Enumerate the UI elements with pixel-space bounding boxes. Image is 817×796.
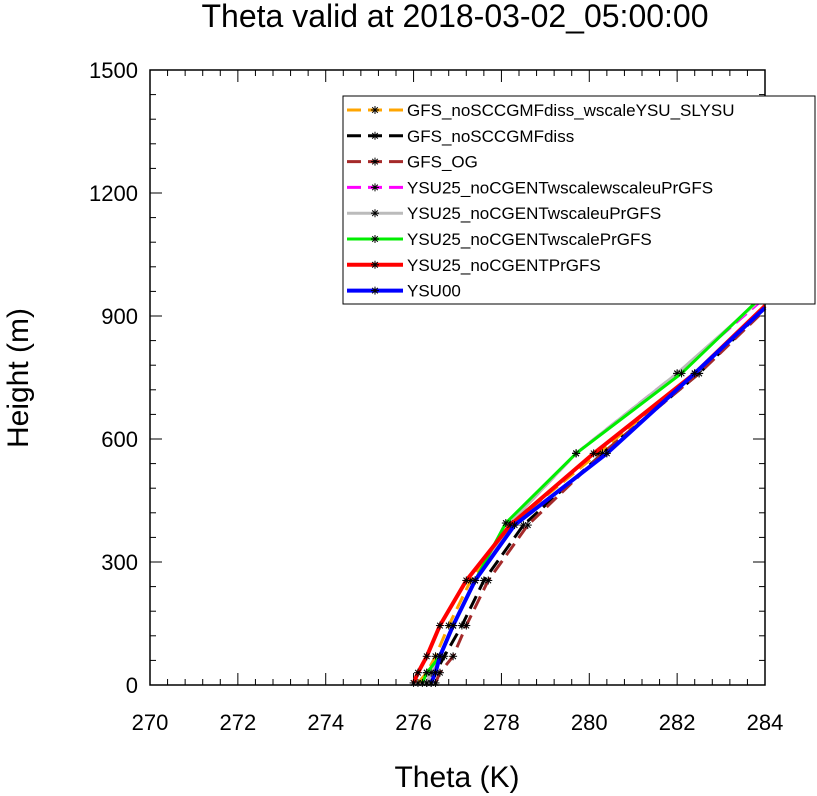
data-point <box>371 286 379 295</box>
legend-label: YSU25_noCGENTwscalePrGFS <box>407 230 652 249</box>
data-point <box>589 449 598 458</box>
legend-item: GFS_noSCCGMFdiss <box>347 127 574 146</box>
x-tick-label: 278 <box>483 710 520 735</box>
legend-item: YSU25_noCGENTPrGFS <box>347 256 601 275</box>
data-point <box>523 521 532 530</box>
data-point <box>422 668 431 677</box>
legend-item: YSU25_noCGENTwscaleuPrGFS <box>347 204 661 223</box>
legend-label: YSU25_noCGENTwscalewscaleuPrGFS <box>407 178 713 197</box>
data-point <box>422 652 431 661</box>
x-axis-label: Theta (K) <box>394 761 519 794</box>
data-point <box>462 621 471 630</box>
data-point <box>602 449 611 458</box>
data-point <box>371 235 379 243</box>
legend: GFS_noSCCGMFdiss_wscaleYSU_SLYSU GFS_noSC… <box>342 95 816 305</box>
data-point <box>371 131 379 140</box>
y-tick-label: 300 <box>101 550 138 575</box>
legend-item: GFS_noSCCGMFdiss_wscaleYSU_SLYSU <box>347 101 735 120</box>
legend-item: YSU00 <box>347 282 461 301</box>
data-point <box>431 668 440 677</box>
x-tick-label: 274 <box>307 710 344 735</box>
x-tick-label: 284 <box>747 710 784 735</box>
series-YSU25_noCGENTwscalePrGFS <box>418 292 767 687</box>
legend-label: YSU25_noCGENTPrGFS <box>407 256 601 275</box>
series-line <box>429 306 767 684</box>
x-tick-label: 272 <box>219 710 256 735</box>
series-line <box>416 304 767 684</box>
data-point <box>690 369 699 378</box>
plot-series <box>409 292 767 687</box>
data-point <box>371 106 379 114</box>
x-tick-label: 270 <box>132 710 169 735</box>
legend-items: GFS_noSCCGMFdiss_wscaleYSU_SLYSU GFS_noSC… <box>347 101 735 301</box>
x-tick-label: 282 <box>659 710 696 735</box>
data-point <box>371 157 379 166</box>
legend-item: GFS_OG <box>347 153 478 172</box>
plot-frame <box>149 69 766 686</box>
data-point <box>471 576 480 585</box>
data-point <box>413 668 422 677</box>
legend-label: GFS_noSCCGMFdiss <box>407 127 574 146</box>
legend-label: GFS_OG <box>407 153 478 172</box>
series-GFS_noSCCGMFdiss_wscaleYSU_SLYSU <box>413 304 767 687</box>
data-point <box>435 621 444 630</box>
legend-label: GFS_noSCCGMFdiss_wscaleYSU_SLYSU <box>407 101 735 120</box>
legend-box <box>342 95 816 305</box>
x-tick-label: 276 <box>395 710 432 735</box>
series-line <box>434 308 767 684</box>
data-point <box>449 652 458 661</box>
data-point <box>677 369 686 378</box>
data-point <box>435 652 444 661</box>
y-tick-label: 1200 <box>89 181 138 206</box>
y-tick-label: 600 <box>101 427 138 452</box>
y-tick-label: 900 <box>101 304 138 329</box>
data-point <box>572 449 581 458</box>
data-point <box>371 260 379 269</box>
y-tick-label: 1500 <box>89 58 138 83</box>
legend-label: YSU25_noCGENTwscaleuPrGFS <box>407 204 661 223</box>
legend-label: YSU00 <box>407 282 461 301</box>
series-GFS_OG <box>431 308 767 687</box>
data-point <box>371 183 379 192</box>
y-tick-label: 0 <box>126 673 138 698</box>
chart-title: Theta valid at 2018-03-02_05:00:00 <box>201 0 708 34</box>
data-point <box>449 621 458 630</box>
series-GFS_noSCCGMFdiss <box>427 306 767 687</box>
data-point <box>484 576 493 585</box>
series-YSU00 <box>427 306 767 687</box>
data-point <box>371 209 379 218</box>
data-point <box>462 576 471 585</box>
x-tick-label: 280 <box>571 710 608 735</box>
series-line <box>421 292 767 684</box>
y-axis-label: Height (m) <box>2 308 35 448</box>
series-line <box>429 306 767 684</box>
data-point <box>510 521 519 530</box>
legend-item: YSU25_noCGENTwscalePrGFS <box>347 230 652 249</box>
legend-item: YSU25_noCGENTwscalewscaleuPrGFS <box>347 178 713 197</box>
